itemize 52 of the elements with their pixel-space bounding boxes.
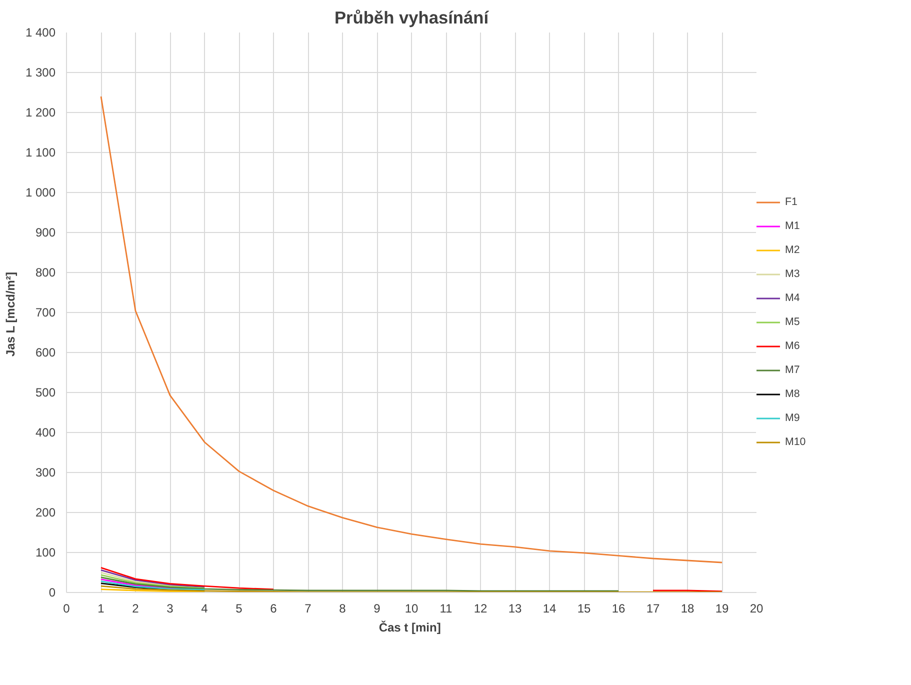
y-tick-label: 200 xyxy=(35,506,56,520)
y-tick-label: 1 100 xyxy=(25,146,56,160)
legend-label: M1 xyxy=(785,220,801,232)
x-tick-label: 1 xyxy=(98,602,105,616)
y-tick-label: 1 400 xyxy=(25,26,56,40)
legend-label: M8 xyxy=(785,388,801,400)
legend-label: M2 xyxy=(785,244,801,256)
x-tick-label: 3 xyxy=(166,602,174,616)
y-tick-label: 1 300 xyxy=(25,66,56,80)
x-tick-label: 17 xyxy=(646,602,660,616)
y-tick-label: 1 200 xyxy=(25,106,56,120)
x-tick-label: 10 xyxy=(404,602,418,616)
y-tick-label: 700 xyxy=(35,306,56,320)
y-tick-label: 1 000 xyxy=(25,186,56,200)
x-tick-label: 12 xyxy=(474,602,488,616)
legend-label: M4 xyxy=(785,292,801,304)
y-tick-label: 500 xyxy=(35,386,56,400)
x-tick-label: 6 xyxy=(270,602,278,616)
legend-label: M9 xyxy=(785,412,801,424)
y-tick-label: 600 xyxy=(35,346,56,360)
legend-label: M3 xyxy=(785,268,801,280)
legend-label: M7 xyxy=(785,364,801,376)
x-tick-label: 16 xyxy=(612,602,626,616)
x-tick-label: 20 xyxy=(750,602,764,616)
y-axis-title: Jas L [mcd/m²] xyxy=(3,272,18,357)
line-series xyxy=(100,576,620,592)
x-tick-label: 19 xyxy=(715,602,729,616)
x-tick-label: 14 xyxy=(542,602,556,616)
x-tick-label: 4 xyxy=(201,602,208,616)
legend-label: F1 xyxy=(785,196,798,208)
x-tick-label: 18 xyxy=(680,602,694,616)
x-tick-label: 0 xyxy=(63,602,70,616)
y-tick-label: 0 xyxy=(48,586,56,600)
x-tick-label: 7 xyxy=(304,602,312,616)
legend-label: M5 xyxy=(785,316,801,328)
y-tick-label: 800 xyxy=(35,266,56,280)
line-series xyxy=(100,96,723,564)
x-tick-label: 8 xyxy=(339,602,346,616)
x-tick-label: 11 xyxy=(440,602,453,616)
x-tick-label: 9 xyxy=(374,602,381,616)
chart-title: Průběh vyhasínání xyxy=(334,8,490,28)
x-axis-title: Čas t [min] xyxy=(378,620,441,634)
y-tick-label: 900 xyxy=(35,226,56,240)
y-tick-label: 100 xyxy=(35,546,56,560)
x-tick-label: 2 xyxy=(132,602,140,616)
y-tick-label: 300 xyxy=(35,466,56,480)
x-tick-label: 15 xyxy=(577,602,591,616)
legend-label: M6 xyxy=(785,340,801,352)
y-tick-label: 400 xyxy=(35,426,56,440)
x-tick-label: 5 xyxy=(236,602,243,616)
x-tick-label: 13 xyxy=(508,602,522,616)
legend-label: M10 xyxy=(785,436,806,448)
